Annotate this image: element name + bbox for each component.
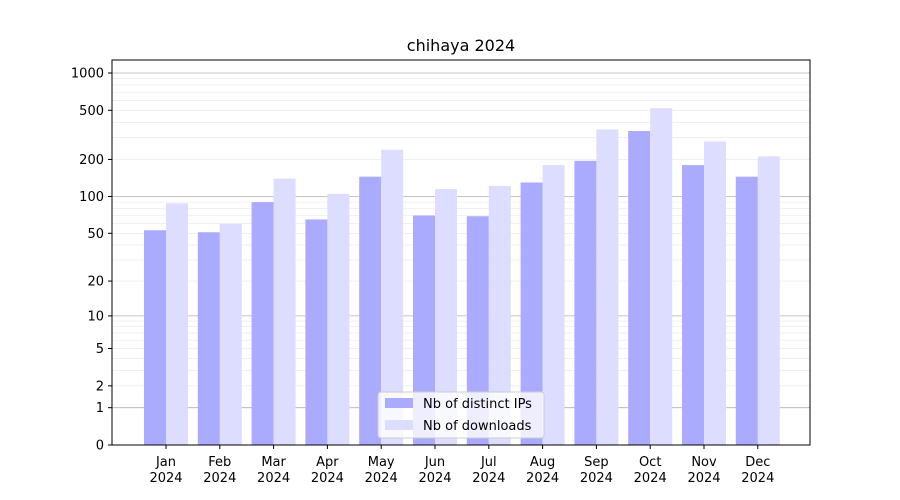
y-tick-label: 50 xyxy=(87,227,104,242)
y-tick-label: 10 xyxy=(87,309,104,324)
bar-downloads xyxy=(219,223,242,445)
y-tick-label: 100 xyxy=(79,190,104,205)
x-tick-label-year: 2024 xyxy=(634,471,667,486)
bar-downloads xyxy=(166,203,188,445)
x-tick-label-month: Dec xyxy=(745,455,770,470)
bar-downloads xyxy=(488,185,511,445)
bar-distinct-ips xyxy=(413,215,435,445)
y-tick-label: 200 xyxy=(79,153,104,168)
bar-distinct-ips xyxy=(574,160,597,445)
x-tick-label-month: Aug xyxy=(530,455,555,470)
bar-downloads xyxy=(757,156,780,445)
bar-downloads xyxy=(650,108,673,446)
legend-label-downloads: Nb of downloads xyxy=(423,419,532,434)
bar-distinct-ips xyxy=(144,230,166,445)
y-tick-label: 1 xyxy=(96,401,104,416)
x-axis: Jan2024Feb2024Mar2024Apr2024May2024Jun20… xyxy=(149,445,774,486)
x-tick-label-month: Sep xyxy=(584,455,609,470)
y-tick-label: 1000 xyxy=(71,67,104,82)
x-tick-label-year: 2024 xyxy=(149,471,182,486)
y-tick-label: 500 xyxy=(79,104,104,119)
x-tick-label-year: 2024 xyxy=(203,471,236,486)
bar-downloads xyxy=(435,189,457,445)
x-tick-label-year: 2024 xyxy=(311,471,344,486)
bar-downloads xyxy=(542,165,565,445)
y-tick-label: 5 xyxy=(96,342,104,357)
x-tick-label-year: 2024 xyxy=(257,471,290,486)
bar-distinct-ips xyxy=(305,219,328,445)
legend-label-ips: Nb of distinct IPs xyxy=(423,397,532,412)
bar-downloads xyxy=(596,129,619,445)
x-tick-label-month: Jul xyxy=(480,455,497,470)
chart-title: chihaya 2024 xyxy=(407,36,515,55)
y-tick-label: 20 xyxy=(87,275,104,290)
plot-frame xyxy=(111,59,811,446)
bar-distinct-ips xyxy=(359,176,382,445)
bar-distinct-ips xyxy=(466,216,489,445)
x-tick-label-year: 2024 xyxy=(526,471,559,486)
legend-swatch-downloads xyxy=(385,420,413,430)
legend: Nb of distinct IPs Nb of downloads xyxy=(377,391,545,439)
y-tick-label: 0 xyxy=(96,439,104,454)
x-tick-label-year: 2024 xyxy=(472,471,505,486)
x-tick-label-month: Nov xyxy=(691,455,717,470)
bars xyxy=(144,108,780,446)
x-tick-label-month: Feb xyxy=(208,455,231,470)
x-tick-label-month: Jan xyxy=(155,455,176,470)
x-tick-label-year: 2024 xyxy=(741,471,774,486)
y-axis: 0 1 2 5 10 20 50 100 200 500 1000 xyxy=(71,67,112,454)
x-tick-label-month: Apr xyxy=(316,455,339,470)
bar-downloads xyxy=(273,178,296,445)
bar-distinct-ips xyxy=(520,182,543,445)
x-tick-label-year: 2024 xyxy=(580,471,613,486)
bar-distinct-ips xyxy=(735,176,758,445)
legend-swatch-ips xyxy=(385,398,413,408)
x-tick-label-year: 2024 xyxy=(687,471,720,486)
bar-distinct-ips xyxy=(251,202,274,445)
legend-box xyxy=(377,391,545,439)
bar-downloads xyxy=(327,193,350,445)
bar-distinct-ips xyxy=(628,131,651,446)
bar-downloads xyxy=(704,141,726,446)
x-tick-label-year: 2024 xyxy=(365,471,398,486)
x-tick-label-month: Jun xyxy=(424,455,445,470)
x-tick-label-year: 2024 xyxy=(418,471,451,486)
x-tick-label-month: May xyxy=(368,455,395,470)
bar-downloads xyxy=(381,149,404,445)
bar-distinct-ips xyxy=(682,165,704,445)
y-tick-label: 2 xyxy=(96,379,104,394)
x-tick-label-month: Mar xyxy=(261,455,286,470)
bar-distinct-ips xyxy=(197,232,220,445)
x-tick-label-month: Oct xyxy=(639,455,661,470)
